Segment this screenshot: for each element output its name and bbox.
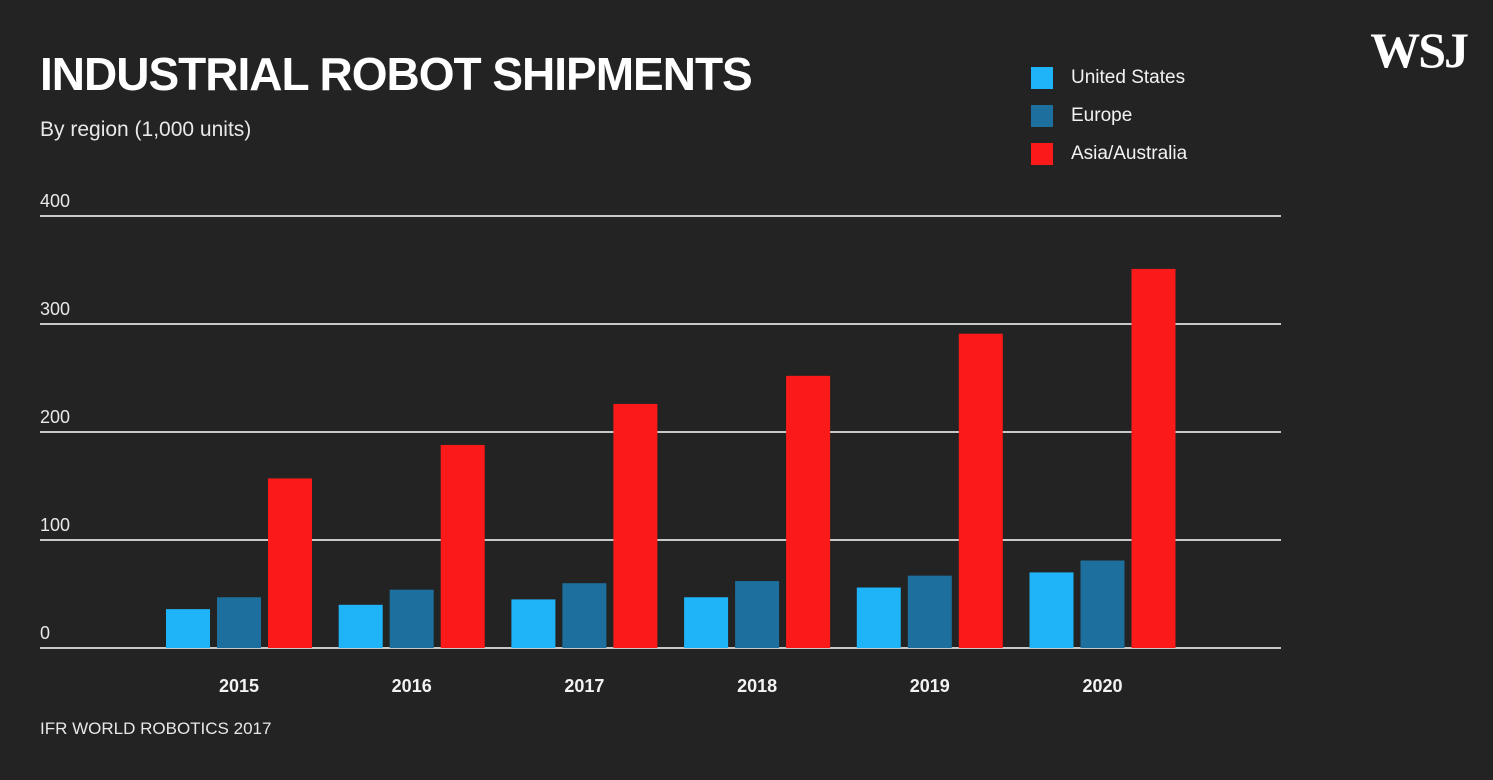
- y-tick-label: 300: [40, 299, 70, 319]
- chart-title: INDUSTRIAL ROBOT SHIPMENTS: [40, 48, 753, 100]
- y-tick-label: 400: [40, 191, 70, 211]
- bar-europe-2018: [735, 581, 780, 648]
- x-tick-label-2019: 2019: [910, 676, 950, 696]
- x-tick-label-2017: 2017: [564, 676, 604, 696]
- bar-europe-2015: [217, 597, 261, 648]
- chart-subtitle: By region (1,000 units): [40, 118, 252, 141]
- bar-asia-australia-2018: [786, 375, 831, 648]
- bar-asia-australia-2019: [958, 333, 1003, 648]
- bar-asia-australia-2020: [1131, 268, 1176, 648]
- x-tick-label-2018: 2018: [737, 676, 777, 696]
- y-tick-label: 200: [40, 407, 70, 427]
- wsj-logo: WSJ: [1370, 22, 1469, 78]
- bar-asia-australia-2016: [440, 444, 485, 648]
- bar-united-states-2015: [166, 609, 210, 648]
- bar-europe-2020: [1080, 560, 1125, 648]
- y-tick-label: 100: [40, 515, 70, 535]
- bar-united-states-2019: [856, 587, 901, 648]
- legend-label-united-states: United States: [1071, 67, 1186, 88]
- legend-swatch-united-states: [1031, 67, 1053, 89]
- x-tick-label-2020: 2020: [1082, 676, 1122, 696]
- legend-swatch-asia-australia: [1031, 143, 1053, 165]
- y-tick-label: 0: [40, 623, 50, 643]
- bar-united-states-2018: [684, 597, 729, 648]
- legend-label-asia-australia: Asia/Australia: [1071, 143, 1188, 164]
- bar-asia-australia-2017: [613, 403, 658, 648]
- bar-europe-2017: [562, 583, 607, 648]
- bar-asia-australia-2015: [268, 478, 312, 648]
- legend-swatch-europe: [1031, 105, 1053, 127]
- bar-united-states-2017: [511, 599, 556, 648]
- source-note: IFR WORLD ROBOTICS 2017: [40, 719, 272, 738]
- x-tick-label-2016: 2016: [392, 676, 432, 696]
- bar-europe-2019: [907, 575, 952, 648]
- bar-united-states-2016: [338, 604, 383, 648]
- bar-europe-2016: [389, 589, 434, 648]
- x-tick-label-2015: 2015: [219, 676, 259, 696]
- legend-label-europe: Europe: [1071, 105, 1133, 126]
- bar-united-states-2020: [1029, 572, 1074, 648]
